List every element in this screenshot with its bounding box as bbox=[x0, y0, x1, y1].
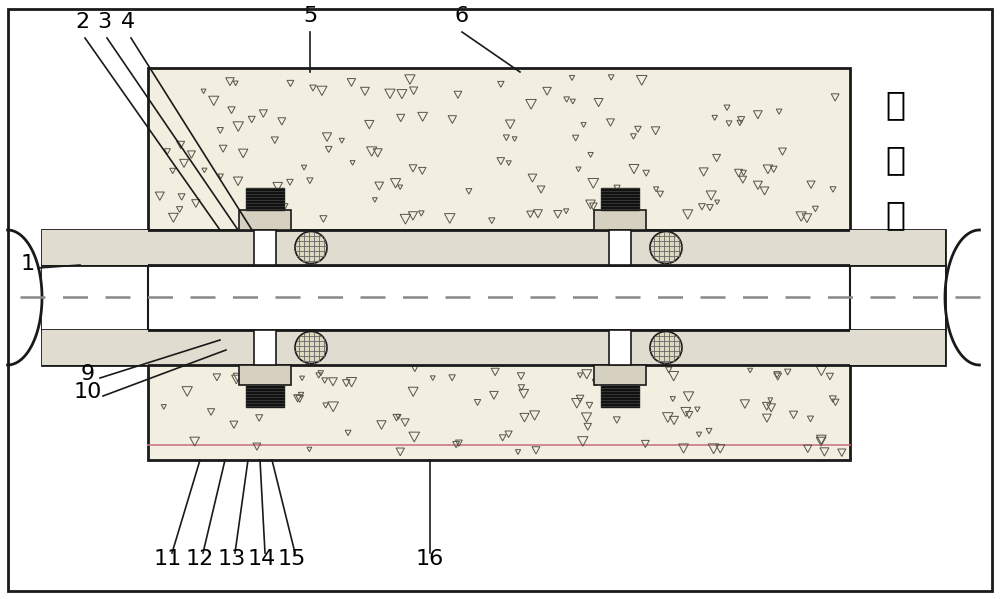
Polygon shape bbox=[239, 365, 291, 385]
Text: 14: 14 bbox=[248, 549, 276, 569]
Polygon shape bbox=[254, 230, 276, 265]
Polygon shape bbox=[254, 330, 276, 365]
Polygon shape bbox=[594, 210, 646, 230]
Text: 4: 4 bbox=[121, 12, 135, 32]
Circle shape bbox=[650, 231, 682, 264]
Circle shape bbox=[295, 331, 327, 364]
Text: 13: 13 bbox=[218, 549, 246, 569]
Polygon shape bbox=[239, 210, 291, 230]
Text: 10: 10 bbox=[74, 382, 102, 402]
Polygon shape bbox=[148, 68, 850, 230]
Polygon shape bbox=[42, 330, 945, 365]
Text: 5: 5 bbox=[303, 6, 317, 26]
Polygon shape bbox=[42, 265, 945, 330]
Text: 面: 面 bbox=[885, 198, 905, 231]
Text: 12: 12 bbox=[186, 549, 214, 569]
Polygon shape bbox=[601, 385, 639, 407]
Text: 9: 9 bbox=[81, 364, 95, 384]
Polygon shape bbox=[42, 330, 148, 365]
Polygon shape bbox=[246, 385, 284, 407]
Polygon shape bbox=[148, 358, 850, 460]
Text: 15: 15 bbox=[278, 549, 306, 569]
Polygon shape bbox=[850, 330, 945, 365]
Polygon shape bbox=[42, 230, 945, 265]
Polygon shape bbox=[850, 265, 945, 330]
Text: 1: 1 bbox=[21, 254, 35, 274]
Polygon shape bbox=[246, 188, 284, 210]
Text: 2: 2 bbox=[75, 12, 89, 32]
Text: 6: 6 bbox=[455, 6, 469, 26]
Polygon shape bbox=[601, 188, 639, 210]
Polygon shape bbox=[42, 230, 148, 265]
Polygon shape bbox=[609, 230, 631, 265]
Text: 11: 11 bbox=[154, 549, 182, 569]
Circle shape bbox=[295, 231, 327, 264]
Circle shape bbox=[650, 331, 682, 364]
Text: 迎: 迎 bbox=[885, 89, 905, 122]
Polygon shape bbox=[594, 365, 646, 385]
Text: 16: 16 bbox=[416, 549, 444, 569]
Text: 3: 3 bbox=[97, 12, 111, 32]
Polygon shape bbox=[42, 265, 148, 330]
Text: 水: 水 bbox=[885, 144, 905, 177]
Polygon shape bbox=[850, 230, 945, 265]
Polygon shape bbox=[609, 330, 631, 365]
